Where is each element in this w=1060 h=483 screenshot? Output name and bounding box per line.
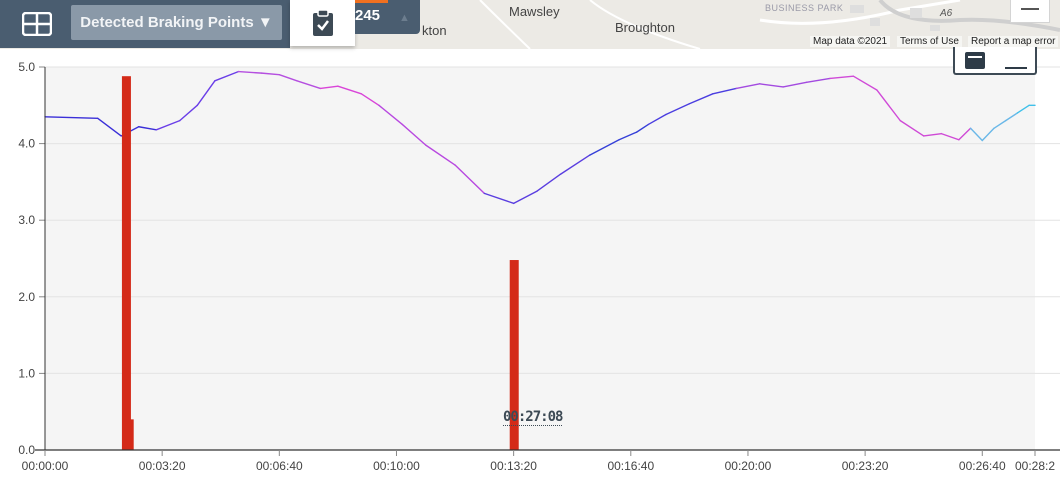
braking-bar xyxy=(129,419,134,450)
detected-braking-points-dropdown[interactable]: Detected Braking Points ▼ xyxy=(71,5,282,40)
speed-line-segment xyxy=(852,75,878,91)
clipboard-tab[interactable] xyxy=(290,0,355,46)
x-tick-label: 00:13:20 xyxy=(490,459,537,473)
speed-line-segment xyxy=(454,164,486,195)
map-road-label: A6 xyxy=(940,8,953,19)
map-roads xyxy=(479,0,1060,49)
x-tick-label: 00:20:00 xyxy=(725,459,772,473)
speed-line-segment xyxy=(1016,104,1030,114)
speed-line-segment xyxy=(635,123,650,133)
speed-line-segment xyxy=(261,72,281,76)
y-tick-label: 5.0 xyxy=(18,60,35,74)
speed-line-segment xyxy=(155,119,181,131)
grid-icon xyxy=(22,12,52,36)
top-toolbar: Detected Braking Points ▼ xyxy=(0,0,290,48)
speed-line-segment xyxy=(196,80,216,106)
speed-line-segment xyxy=(559,154,591,175)
x-tick-label: 00:00:00 xyxy=(22,459,69,473)
y-tick-label: 0.0 xyxy=(18,443,35,457)
map-place-broughton: Broughton xyxy=(615,20,675,35)
map-data-credit: Map data ©2021 xyxy=(810,36,891,47)
speed-line-segment xyxy=(940,132,960,141)
speed-line-segment xyxy=(688,93,714,105)
speed-line-segment xyxy=(483,192,515,205)
view-mode-toggle xyxy=(953,47,1037,75)
speed-line-segment xyxy=(179,104,199,122)
minus-icon xyxy=(1021,8,1039,10)
time-marker-label[interactable]: 00:27:08 xyxy=(503,409,563,426)
speed-line-segment xyxy=(237,70,263,74)
braking-bar xyxy=(121,76,131,450)
speed-line-segment xyxy=(829,75,855,80)
counter-up-icon[interactable]: ▲ xyxy=(399,12,410,24)
speed-line-segment xyxy=(735,83,761,90)
speed-line-segment xyxy=(360,93,380,106)
map-terms-link[interactable]: Terms of Use xyxy=(897,36,962,47)
x-tick-label: 00:06:40 xyxy=(256,459,303,473)
speed-line-segment xyxy=(981,127,995,142)
speed-line-segment xyxy=(1005,112,1019,122)
speed-line-segment xyxy=(536,173,562,192)
speed-line-segment xyxy=(665,103,691,116)
y-tick-label: 1.0 xyxy=(18,366,35,380)
speed-line-segment xyxy=(647,113,667,126)
x-tick-label: 00:16:40 xyxy=(607,459,654,473)
map-place-partial: kton xyxy=(422,23,447,38)
speed-line-segment xyxy=(618,131,638,141)
x-tick-label: 00:28:2 xyxy=(1015,459,1055,473)
speed-line-segment xyxy=(969,127,983,142)
speed-line-segment xyxy=(512,190,538,205)
x-tick-label: 00:10:00 xyxy=(373,459,420,473)
speed-line-segment xyxy=(44,116,99,120)
map-place-mawsley: Mawsley xyxy=(509,4,560,19)
plot-area xyxy=(45,67,1035,450)
y-tick-label: 3.0 xyxy=(18,213,35,227)
speed-line-segment xyxy=(214,70,240,82)
speed-line-segment xyxy=(337,85,363,95)
speed-line-segment xyxy=(805,77,831,84)
speed-line-segment xyxy=(712,87,737,95)
zoom-out-button[interactable] xyxy=(1010,0,1050,23)
speed-line-segment xyxy=(401,123,427,146)
speed-line-segment xyxy=(899,119,925,137)
speed-line-segment xyxy=(378,104,404,126)
speed-line-segment xyxy=(319,85,339,90)
speed-line-segment xyxy=(589,139,620,156)
detected-braking-points-label: Detected Braking Points ▼ xyxy=(80,14,273,31)
map-business-park: BUSINESS PARK xyxy=(765,3,844,13)
braking-counter: 245 ▲ xyxy=(355,0,420,34)
grid-view-button[interactable] xyxy=(14,8,60,40)
braking-chart: 0.0 1.0 2.0 3.0 4.0 5.0 00:00:00 00:03:20 00:06:… xyxy=(0,49,1060,483)
minimize-panel-button[interactable] xyxy=(1005,67,1027,69)
expand-panel-button[interactable] xyxy=(965,52,985,69)
counter-value: 245 xyxy=(355,7,381,24)
speed-line-segment xyxy=(782,81,808,88)
x-tick-label: 00:03:20 xyxy=(139,459,186,473)
speed-line-segment xyxy=(278,73,298,82)
counter-accent xyxy=(355,0,388,3)
chart-svg: 0.0 1.0 2.0 3.0 4.0 5.0 00:00:00 00:03:20 00:06:… xyxy=(18,60,1060,473)
x-tick-label: 00:26:40 xyxy=(959,459,1006,473)
clipboard-check-icon xyxy=(312,9,333,36)
speed-line-segment xyxy=(296,80,322,90)
speed-line-segment xyxy=(758,83,784,88)
speed-line-segment xyxy=(97,117,122,137)
braking-bar xyxy=(509,260,519,450)
speed-line-segment xyxy=(958,127,972,141)
map-report-error-link[interactable]: Report a map error xyxy=(968,36,1059,47)
y-tick-label: 2.0 xyxy=(18,290,35,304)
speed-line-segment xyxy=(425,144,456,166)
speed-line-segment xyxy=(993,119,1007,129)
speed-line-segment xyxy=(138,126,158,131)
y-tick-label: 4.0 xyxy=(18,137,35,151)
speed-line-segment xyxy=(922,132,942,137)
x-tick-label: 00:23:20 xyxy=(842,459,889,473)
speed-line-segment xyxy=(876,89,901,122)
